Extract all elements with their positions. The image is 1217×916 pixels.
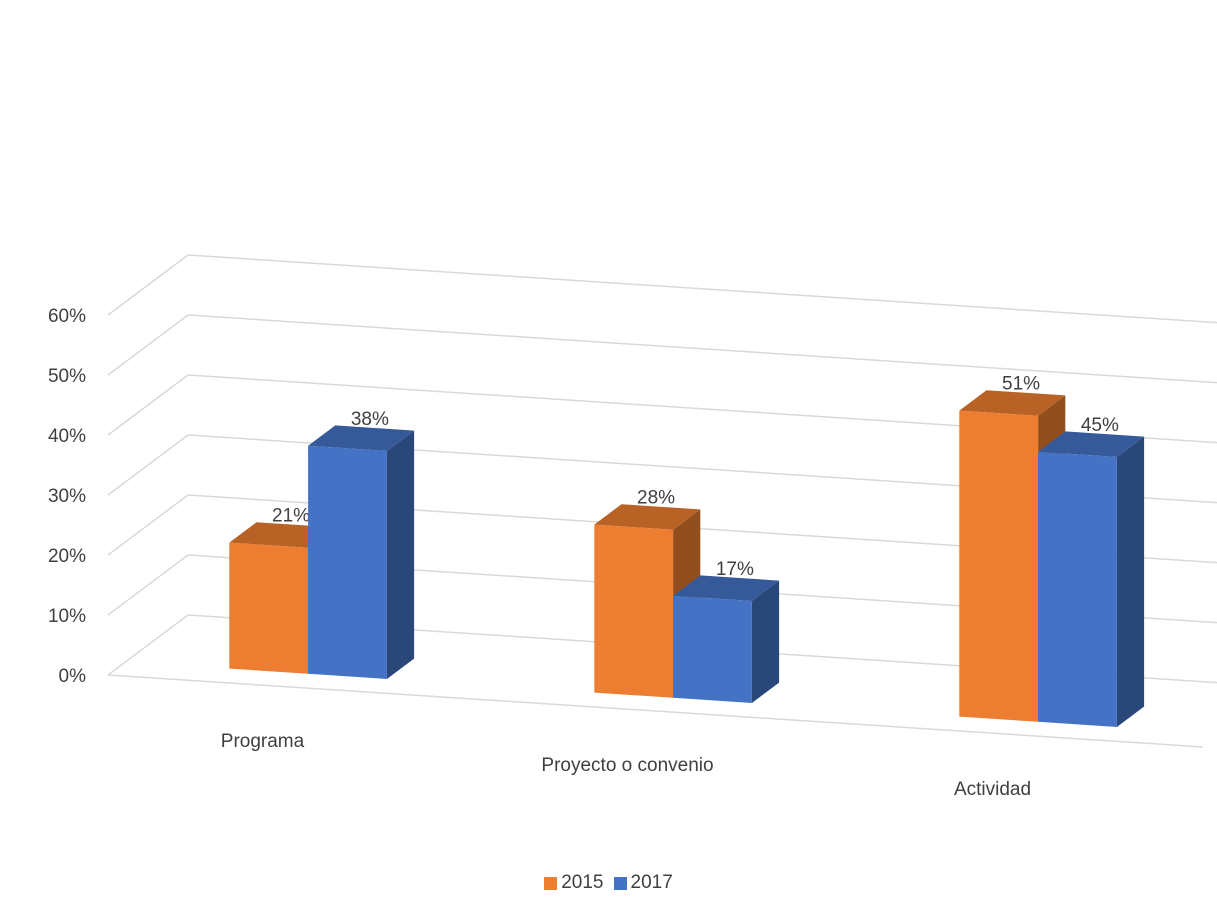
bar-top: [1038, 431, 1145, 457]
gridline: [107, 374, 1217, 444]
bar: [959, 410, 1039, 722]
data-label: 28%: [637, 488, 675, 509]
bar-top: [308, 425, 415, 451]
gridline: [107, 254, 1217, 324]
bar-side: [386, 430, 415, 679]
data-label: 51%: [1002, 374, 1040, 395]
bar-top: [594, 504, 701, 530]
bar-side: [751, 580, 780, 703]
y-tick-label: 50%: [48, 366, 86, 387]
bar: [1038, 451, 1117, 727]
x-tick-label: Programa: [221, 731, 305, 752]
bar: [673, 595, 752, 703]
y-tick-label: 0%: [59, 666, 87, 687]
y-tick-label: 10%: [48, 606, 86, 627]
legend-swatch-2015: [544, 876, 558, 890]
y-tick-label: 30%: [48, 486, 86, 507]
data-label: 17%: [716, 559, 754, 580]
bar-top: [959, 390, 1066, 416]
data-label: 21%: [272, 506, 310, 527]
x-tick-label: Actividad: [954, 779, 1031, 800]
bar-top: [673, 575, 780, 601]
y-tick-label: 20%: [48, 546, 86, 567]
bar-side: [1116, 436, 1145, 727]
legend-item-2017: 2017: [613, 872, 673, 894]
gridline: [107, 614, 1217, 684]
data-label: 38%: [351, 409, 389, 430]
legend-label-2015: 2015: [561, 872, 604, 893]
legend: 2015 2017: [0, 872, 1217, 894]
y-tick-label: 60%: [48, 306, 86, 327]
legend-item-2015: 2015: [544, 872, 604, 894]
gridline: [107, 314, 1217, 384]
data-label: 45%: [1081, 415, 1119, 436]
y-tick-label: 40%: [48, 426, 86, 447]
bar: [229, 542, 309, 674]
legend-swatch-2017: [613, 876, 627, 890]
x-tick-label: Proyecto o convenio: [541, 755, 713, 776]
floor-edge: [107, 674, 1204, 748]
gridline: [107, 434, 1217, 504]
bar: [308, 445, 387, 679]
gridline: [107, 554, 1217, 624]
legend-label-2017: 2017: [630, 872, 673, 893]
gridline: [107, 494, 1217, 564]
bar: [594, 524, 674, 698]
